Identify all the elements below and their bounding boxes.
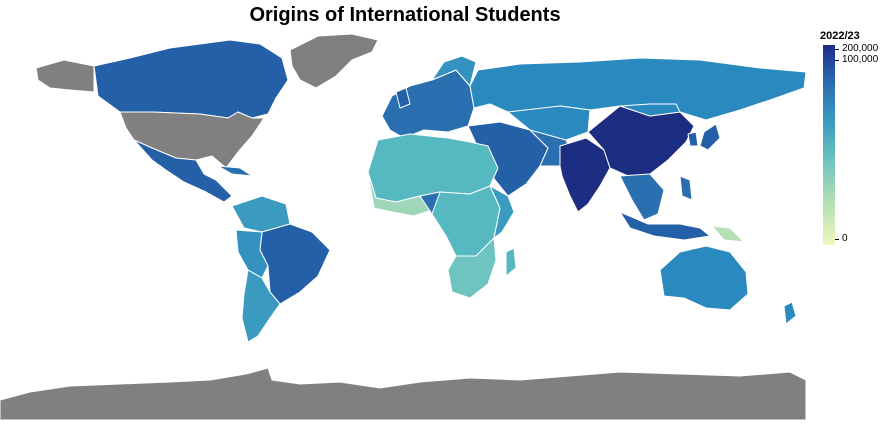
color-legend-bar <box>823 45 835 245</box>
region-antarctica[interactable] <box>0 367 807 421</box>
region-mexico[interactable] <box>133 139 233 203</box>
legend-tick-label: 200,000 <box>842 43 879 54</box>
region-southeast-asia[interactable] <box>619 173 665 221</box>
region-europe[interactable] <box>381 69 475 139</box>
legend-title: 2022/23 <box>820 30 860 42</box>
region-southern-cone[interactable] <box>241 269 281 343</box>
region-australia[interactable] <box>659 245 749 311</box>
region-png[interactable] <box>711 225 745 243</box>
region-mongolia[interactable] <box>619 103 681 117</box>
legend-tick-label: 100,000 <box>842 54 879 65</box>
legend-tick-mark <box>835 239 839 240</box>
region-scandinavia[interactable] <box>431 55 477 87</box>
legend-tick-mark <box>835 49 839 50</box>
region-japan[interactable] <box>699 123 721 151</box>
region-new-zealand[interactable] <box>783 301 797 325</box>
region-korea[interactable] <box>687 131 699 147</box>
legend-tick-label: 0 <box>842 233 848 244</box>
legend-tick-mark <box>835 60 839 61</box>
region-greenland[interactable] <box>289 33 379 89</box>
region-madagascar[interactable] <box>505 247 517 277</box>
region-southern-africa[interactable] <box>447 237 497 299</box>
region-alaska[interactable] <box>35 59 95 93</box>
region-uk[interactable] <box>395 87 411 109</box>
region-peru-bolivia[interactable] <box>235 229 269 279</box>
region-caribbean[interactable] <box>217 165 253 177</box>
region-india[interactable] <box>559 137 611 213</box>
region-east-africa[interactable] <box>489 185 515 239</box>
region-indonesia[interactable] <box>619 211 711 241</box>
map-title: Origins of International Students <box>249 4 561 26</box>
region-canada[interactable] <box>93 39 289 119</box>
region-philippines[interactable] <box>679 175 693 201</box>
